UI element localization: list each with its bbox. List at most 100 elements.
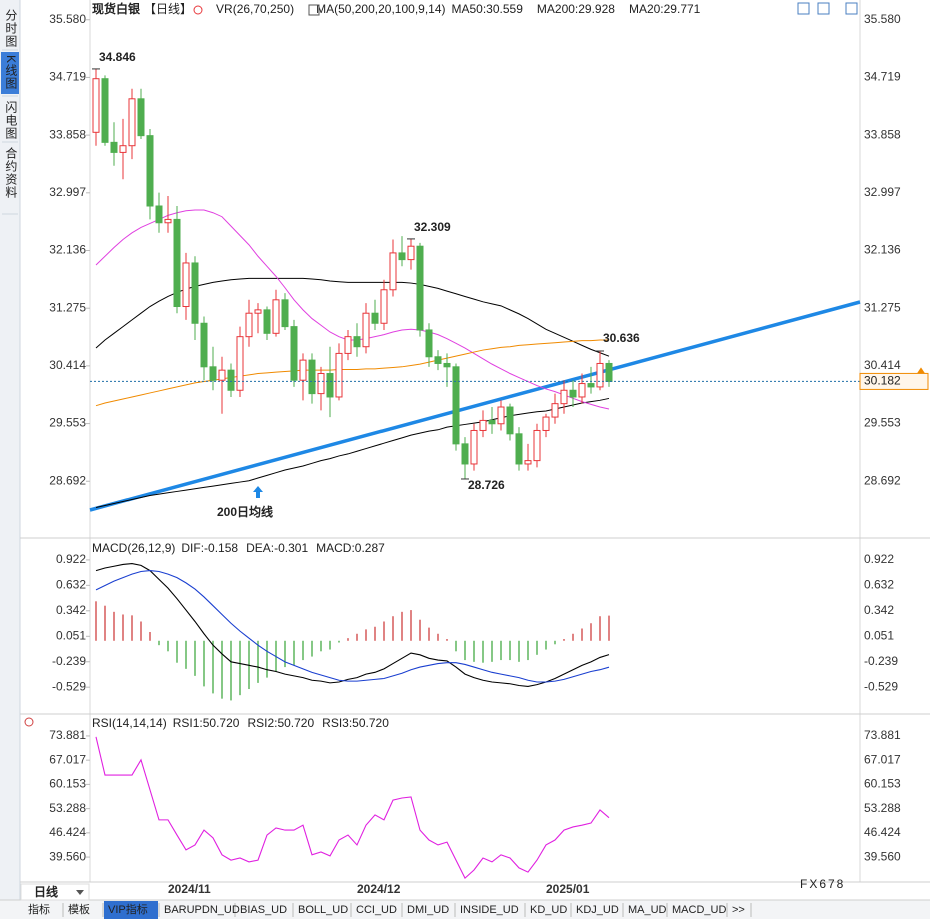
x-tick-label: 2024/12 — [357, 882, 401, 896]
icon — [193, 5, 203, 15]
y-tick-label-right: 0.342 — [864, 603, 894, 617]
x-tick-label: 2024/11 — [168, 882, 211, 896]
period: 【日线】 — [144, 2, 192, 16]
y-tick-label: 39.560 — [49, 849, 86, 863]
candle-body — [542, 416, 550, 431]
y-tick-label: 46.424 — [49, 825, 86, 839]
candle-body — [515, 433, 523, 465]
sidebar-tab-active — [1, 52, 19, 94]
legend-label: DIF:-0.158 — [181, 541, 238, 555]
candle-body — [578, 383, 586, 398]
candle-body — [389, 252, 397, 291]
toolbar-tab[interactable]: BARUPDN_UD — [164, 904, 240, 916]
candle-body — [524, 460, 532, 465]
sidebar-tab[interactable]: 闪电图 — [4, 101, 18, 140]
toolbar-tab[interactable]: CCI_UD — [356, 904, 397, 916]
period-button-label: 日线 — [34, 884, 58, 899]
candle-body — [407, 245, 415, 261]
extreme-label: 28.726 — [468, 478, 505, 492]
price-arrow — [917, 367, 925, 374]
candle-body — [92, 78, 100, 133]
candle-body — [317, 373, 325, 395]
y-tick-label: 67.017 — [49, 752, 86, 766]
y-tick-label-right: 73.881 — [864, 728, 901, 742]
y-tick-label: 53.288 — [49, 801, 86, 815]
macd-line — [95, 570, 610, 683]
y-tick-label-right: 30.414 — [864, 358, 901, 372]
candle-body — [191, 262, 199, 324]
y-tick-label-right: 60.153 — [864, 777, 901, 791]
y-tick-label-right: 0.051 — [864, 628, 894, 642]
toolbar-tab[interactable]: MACD_UD — [672, 904, 726, 916]
toolbar-tab-active — [104, 901, 158, 919]
ma-line — [95, 339, 609, 407]
toolbar-tab[interactable]: INSIDE_UD — [460, 904, 519, 916]
candle-body — [335, 352, 343, 398]
watermark: FX678 — [800, 877, 845, 891]
icon[interactable] — [845, 2, 858, 15]
y-tick-label-right: 0.922 — [864, 552, 894, 566]
candle-body — [596, 362, 604, 388]
period-button[interactable] — [20, 883, 90, 901]
candle-body — [605, 362, 613, 382]
toolbar-tab[interactable]: VIP指标 — [108, 902, 148, 916]
sidebar-tab[interactable]: K线图 — [4, 55, 18, 90]
sidebar-tab[interactable]: 分时图 — [4, 9, 18, 48]
candle-body — [416, 245, 424, 331]
y-tick-label: 60.153 — [49, 777, 86, 791]
y-tick-label: -0.529 — [52, 679, 86, 693]
legend-label: RSI2:50.720 — [247, 716, 314, 730]
legend-label: DEA:-0.301 — [246, 541, 308, 555]
toolbar-tab[interactable]: DMI_UD — [407, 904, 449, 916]
candle-body — [479, 419, 487, 431]
y-tick-label: 34.719 — [49, 70, 86, 84]
legend-label: MA200:29.928 — [537, 2, 615, 16]
candle-body — [110, 141, 118, 153]
candle-body — [182, 262, 190, 308]
candle-body — [551, 403, 559, 418]
candle-body — [146, 135, 154, 207]
icon[interactable] — [797, 2, 810, 15]
sidebar — [0, 0, 20, 900]
y-tick-label-right: 29.553 — [864, 416, 901, 430]
y-tick-label: 73.881 — [49, 728, 86, 742]
window-icons — [797, 2, 858, 15]
legend-label: RSI1:50.720 — [173, 716, 240, 730]
legend-label: RSI3:50.720 — [322, 716, 389, 730]
icon[interactable] — [817, 2, 830, 15]
candle-body — [470, 429, 478, 465]
y-tick-label-right: 67.017 — [864, 752, 901, 766]
candle-body — [371, 312, 379, 324]
extreme-label: 32.309 — [414, 220, 451, 234]
price-tag — [859, 372, 929, 390]
y-tick-label: 29.553 — [49, 416, 86, 430]
candle-body — [209, 366, 217, 381]
candle-body — [560, 389, 568, 405]
settings-icon[interactable] — [24, 717, 34, 727]
ma-header: MA(50,200,20,100,9,14) — [316, 2, 445, 16]
y-tick-label: 32.136 — [49, 243, 86, 257]
toolbar-tab[interactable]: 模板 — [68, 902, 90, 916]
sidebar-tab[interactable]: 合约资料 — [4, 146, 18, 199]
y-tick-label-right: -0.239 — [864, 654, 898, 668]
candle-body — [425, 329, 433, 358]
y-tick-label-right: 0.632 — [864, 578, 894, 592]
toolbar-tab[interactable]: MA_UD — [628, 904, 667, 916]
toolbar-tab[interactable]: KD_UD — [530, 904, 567, 916]
candle-body — [263, 309, 271, 334]
candle-body — [488, 419, 496, 425]
candle-body — [119, 145, 127, 153]
y-tick-label-right: 32.997 — [864, 185, 901, 199]
toolbar-tab[interactable]: BOLL_UD — [298, 904, 348, 916]
candle-body — [236, 336, 244, 391]
indicator: VR(26,70,250) — [216, 2, 294, 16]
y-tick-label: 0.922 — [56, 552, 86, 566]
y-tick-label-right: 39.560 — [864, 849, 901, 863]
toolbar-tab[interactable]: BIAS_UD — [240, 904, 287, 916]
toolbar-tab[interactable]: KDJ_UD — [576, 904, 619, 916]
toolbar-tab[interactable]: >> — [732, 904, 745, 916]
toolbar-tab[interactable]: 指标 — [28, 902, 50, 916]
panel-title: MACD(26,12,9) — [92, 541, 175, 555]
candle-body — [128, 98, 136, 147]
y-tick-label: 0.051 — [56, 628, 86, 642]
